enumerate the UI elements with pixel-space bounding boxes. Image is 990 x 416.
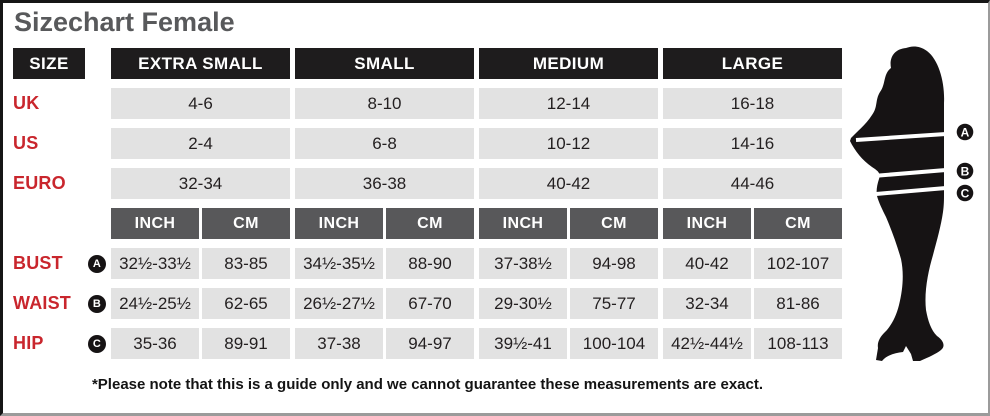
hip-marker-badge: C <box>88 334 106 353</box>
row-label-hip: HIP C <box>13 328 106 359</box>
unit-header-group-extra-small: INCH CM <box>111 208 290 239</box>
footnote: *Please note that this is a guide only a… <box>91 376 764 393</box>
bust-inch-small: 34½-35½ <box>295 248 383 279</box>
waist-cm-small: 67-70 <box>386 288 474 319</box>
waist-inch-small: 26½-27½ <box>295 288 383 319</box>
uk-value-small: 8-10 <box>295 88 474 119</box>
waist-inch-large: 32-34 <box>663 288 751 319</box>
waist-cm-extra-small: 62-65 <box>202 288 290 319</box>
unit-header-group-small: INCH CM <box>295 208 474 239</box>
unit-header-inch-small: INCH <box>295 208 383 239</box>
size-table: SIZE EXTRA SMALL SMALL MEDIUM LARGE UK 4… <box>13 48 842 359</box>
uk-value-extra-small: 4-6 <box>111 88 290 119</box>
female-silhouette-figure: A B C <box>850 46 974 362</box>
euro-value-extra-small: 32-34 <box>111 168 290 199</box>
unit-header-cm-medium: CM <box>570 208 658 239</box>
bust-group-extra-small: 32½-33½ 83-85 <box>111 248 290 279</box>
waist-label: WAIST <box>13 293 71 313</box>
waist-group-large: 32-34 81-86 <box>663 288 842 319</box>
waist-marker-badge: B <box>88 294 106 313</box>
bust-cm-medium: 94-98 <box>570 248 658 279</box>
hip-cm-extra-small: 89-91 <box>202 328 290 359</box>
bust-inch-extra-small: 32½-33½ <box>111 248 199 279</box>
header-row-label-slot: SIZE <box>13 48 106 79</box>
hip-label: HIP <box>13 333 44 353</box>
unit-header-inch-large: INCH <box>663 208 751 239</box>
row-label-euro: EURO <box>13 173 66 193</box>
unit-header-group-medium: INCH CM <box>479 208 658 239</box>
bust-cm-small: 88-90 <box>386 248 474 279</box>
hip-inch-extra-small: 35-36 <box>111 328 199 359</box>
figure-marker-c-label: C <box>961 187 970 201</box>
us-value-large: 14-16 <box>663 128 842 159</box>
bust-group-medium: 37-38½ 94-98 <box>479 248 658 279</box>
column-header-medium: MEDIUM <box>479 48 658 79</box>
uk-value-large: 16-18 <box>663 88 842 119</box>
us-value-extra-small: 2-4 <box>111 128 290 159</box>
unit-header-cm-small: CM <box>386 208 474 239</box>
unit-header-cm-large: CM <box>754 208 842 239</box>
page-title: Sizechart Female <box>14 7 235 37</box>
waist-measure-line <box>872 168 947 178</box>
bust-marker-badge: A <box>88 254 106 273</box>
figure-marker-b-label: B <box>961 165 970 179</box>
hip-cm-medium: 100-104 <box>570 328 658 359</box>
hip-inch-small: 37-38 <box>295 328 383 359</box>
column-header-large: LARGE <box>663 48 842 79</box>
waist-group-medium: 29-30½ 75-77 <box>479 288 658 319</box>
row-label-uk: UK <box>13 93 40 113</box>
column-header-size: SIZE <box>13 48 85 79</box>
hip-group-extra-small: 35-36 89-91 <box>111 328 290 359</box>
unit-header-group-large: INCH CM <box>663 208 842 239</box>
figure-marker-a-label: A <box>961 126 970 140</box>
us-value-small: 6-8 <box>295 128 474 159</box>
hip-group-small: 37-38 94-97 <box>295 328 474 359</box>
column-header-extra-small: EXTRA SMALL <box>111 48 290 79</box>
waist-inch-extra-small: 24½-25½ <box>111 288 199 319</box>
bust-group-large: 40-42 102-107 <box>663 248 842 279</box>
bust-label: BUST <box>13 253 63 273</box>
uk-value-medium: 12-14 <box>479 88 658 119</box>
waist-cm-medium: 75-77 <box>570 288 658 319</box>
waist-group-small: 26½-27½ 67-70 <box>295 288 474 319</box>
column-header-small: SMALL <box>295 48 474 79</box>
waist-cm-large: 81-86 <box>754 288 842 319</box>
row-label-waist: WAIST B <box>13 288 106 319</box>
waist-inch-medium: 29-30½ <box>479 288 567 319</box>
bust-group-small: 34½-35½ 88-90 <box>295 248 474 279</box>
unit-header-inch-medium: INCH <box>479 208 567 239</box>
bust-measure-line <box>855 132 947 142</box>
figure-marker-b-badge <box>956 162 974 180</box>
us-value-medium: 10-12 <box>479 128 658 159</box>
bust-cm-large: 102-107 <box>754 248 842 279</box>
figure-marker-a-badge <box>956 123 974 141</box>
hip-inch-large: 42½-44½ <box>663 328 751 359</box>
hip-cm-small: 94-97 <box>386 328 474 359</box>
hip-inch-medium: 39½-41 <box>479 328 567 359</box>
unit-header-inch-extra-small: INCH <box>111 208 199 239</box>
euro-value-medium: 40-42 <box>479 168 658 199</box>
hip-measure-line <box>875 186 947 196</box>
unit-header-cm-extra-small: CM <box>202 208 290 239</box>
units-row-spacer <box>13 208 106 239</box>
hip-group-large: 42½-44½ 108-113 <box>663 328 842 359</box>
female-silhouette-icon <box>850 46 945 362</box>
euro-value-large: 44-46 <box>663 168 842 199</box>
hip-group-medium: 39½-41 100-104 <box>479 328 658 359</box>
figure-marker-c-badge <box>956 184 974 202</box>
bust-cm-extra-small: 83-85 <box>202 248 290 279</box>
row-label-bust: BUST A <box>13 248 106 279</box>
euro-value-small: 36-38 <box>295 168 474 199</box>
bust-inch-large: 40-42 <box>663 248 751 279</box>
hip-cm-large: 108-113 <box>754 328 842 359</box>
bust-inch-medium: 37-38½ <box>479 248 567 279</box>
waist-group-extra-small: 24½-25½ 62-65 <box>111 288 290 319</box>
row-label-us: US <box>13 133 39 153</box>
